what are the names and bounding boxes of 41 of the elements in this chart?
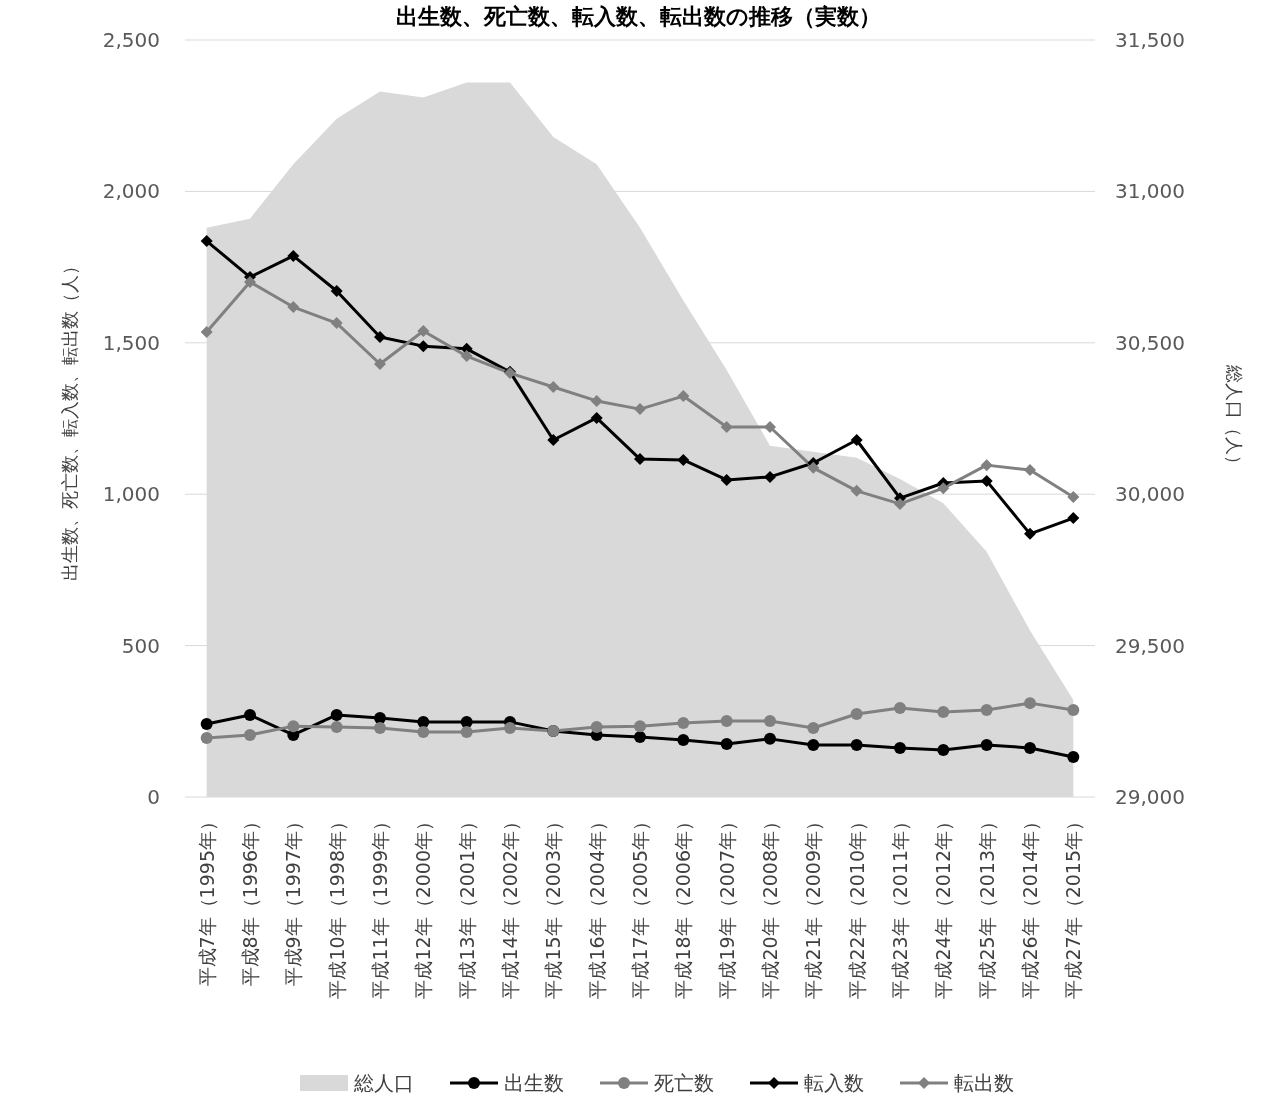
legend-label: 転出数 [954,1071,1014,1095]
x-tick-label: 平成9年（1997年） [282,812,305,987]
legend-label: 転入数 [804,1071,864,1095]
y2-tick-label: 29,500 [1115,633,1185,658]
legend-label: 総人口 [353,1071,414,1095]
x-tick-label: 平成12年（2000年） [412,812,435,999]
x-tick-label: 平成22年（2010年） [845,812,868,999]
x-tick-label: 平成14年（2002年） [499,812,521,999]
y2-tick-label: 29,000 [1115,785,1185,809]
x-tick-label: 平成27年（2015年） [1062,812,1085,999]
y2-tick-label: 31,500 [1115,28,1185,52]
legend-label: 死亡数 [654,1071,714,1095]
x-tick-label: 平成16年（2004年） [585,812,608,999]
y-tick-label: 2,500 [102,28,160,52]
x-tick-label: 平成7年（1995年） [195,812,218,987]
y-axis-title: 出生数、死亡数、転入数、転出数（人） [59,256,80,581]
x-tick-label: 平成8年（1996年） [239,812,261,987]
y-tick-label: 1,500 [102,330,160,355]
x-tick-label: 平成15年（2003年） [542,812,565,999]
y-tick-label: 0 [147,785,160,809]
y2-tick-label: 30,000 [1115,482,1185,507]
x-tick-label: 平成19年（2007年） [715,812,738,999]
x-tick-label: 平成21年（2009年） [802,812,825,999]
x-tick-label: 平成17年（2005年） [629,812,651,999]
y2-tick-label: 31,000 [1115,179,1185,204]
x-tick-label: 平成20年（2008年） [759,812,781,999]
y-tick-label: 1,000 [102,482,160,507]
legend-label: 出生数 [504,1071,564,1095]
x-tick-label: 平成10年（1998年） [325,812,348,999]
y-tick-label: 2,000 [102,179,160,204]
y2-axis-title: 総人口（人） [1224,363,1245,473]
chart-title: 出生数、死亡数、転入数、転出数の推移（実数） [395,4,881,29]
x-tick-label: 平成25年（2013年） [975,812,998,999]
y2-tick-label: 30,500 [1115,330,1185,355]
y-tick-label: 500 [121,633,160,658]
x-tick-label: 平成26年（2014年） [1019,812,1041,999]
x-tick-label: 平成23年（2011年） [889,812,911,999]
x-tick-label: 平成18年（2006年） [672,812,695,999]
x-tick-label: 平成11年（1999年） [369,812,391,999]
x-tick-label: 平成24年（2012年） [932,812,955,999]
x-tick-label: 平成13年（2001年） [455,812,478,999]
